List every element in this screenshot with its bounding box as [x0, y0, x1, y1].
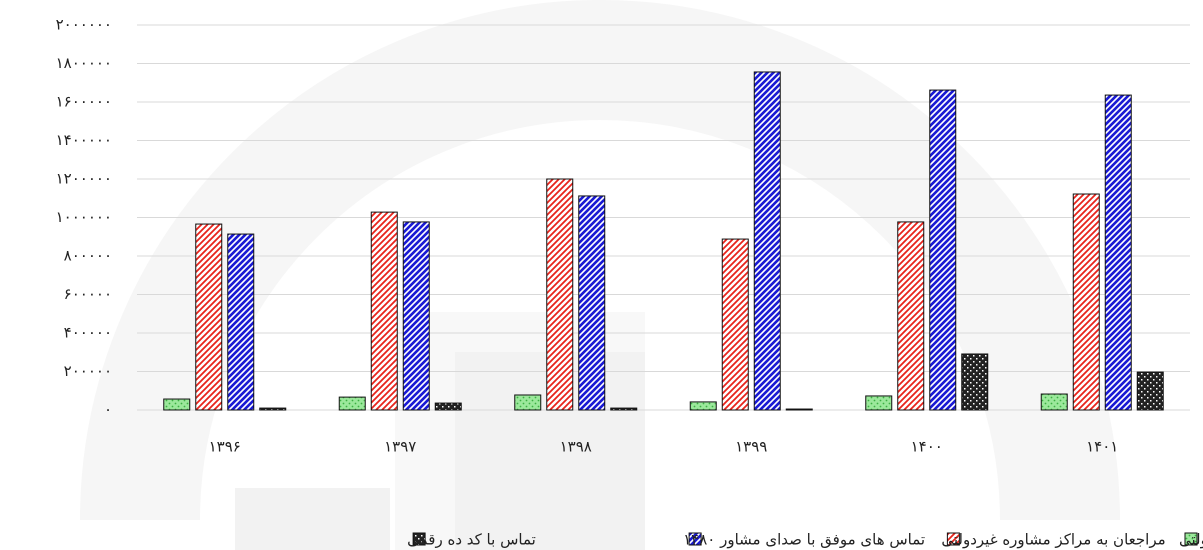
y-tick-label: ۱۴۰۰۰۰۰: [56, 131, 112, 149]
bar: [785, 408, 813, 411]
legend-label: مراجعان به مراکز مشاوره غیردولتی: [941, 531, 1165, 549]
bar: [1136, 371, 1164, 411]
y-tick-label: ۲۰۰۰۰۰۰: [56, 16, 112, 34]
legend-label: تماس های موفق با صدای مشاور ۱۴۸۰: [683, 531, 925, 549]
x-tick-label: ۱۳۹۸: [560, 438, 592, 456]
x-tick-label: ۱۴۰۰: [911, 438, 943, 456]
x-tick-label: ۱۳۹۷: [384, 438, 416, 456]
bar: [721, 238, 749, 411]
bar: [753, 71, 781, 411]
bar: [546, 178, 574, 411]
bar: [402, 221, 430, 411]
y-tick-label: ۱۸۰۰۰۰۰: [56, 54, 112, 72]
bar: [897, 221, 925, 411]
y-tick-label: ۲۰۰۰۰۰: [64, 362, 112, 380]
bar: [370, 211, 398, 411]
y-tick-label: ۱۶۰۰۰۰۰: [56, 93, 112, 111]
legend-swatch: [412, 532, 426, 546]
y-tick-label: ۴۰۰۰۰۰: [64, 324, 112, 342]
bar: [1040, 393, 1068, 411]
legend-swatch: [688, 532, 702, 546]
y-tick-label: ۱۰۰۰۰۰۰: [56, 208, 112, 226]
y-tick-label: ۶۰۰۰۰۰: [64, 285, 112, 303]
bar: [514, 394, 542, 411]
y-tick-label: ۸۰۰۰۰۰: [64, 247, 112, 265]
bar: [434, 402, 462, 411]
bar: [227, 233, 255, 411]
legend-swatch: [1184, 532, 1198, 546]
bar: [1072, 193, 1100, 411]
x-tick-label: ۱۴۰۱: [1086, 438, 1118, 456]
bar: [578, 195, 606, 411]
bar: [929, 89, 957, 411]
bar: [961, 353, 989, 411]
bar: [338, 396, 366, 411]
y-tick-label: ۱۲۰۰۰۰۰: [56, 170, 112, 188]
y-tick-label: ۰: [104, 401, 112, 419]
bar: [195, 223, 223, 411]
bar: [163, 398, 191, 411]
legend-label: مراجعان به مراکز مشاوره دولتی: [1179, 531, 1203, 549]
bar: [259, 407, 287, 411]
bar: [1104, 94, 1132, 411]
legend-label: تماس با کد ده رقمی: [407, 531, 536, 549]
bar: [865, 395, 893, 411]
x-tick-label: ۱۳۹۶: [209, 438, 241, 456]
bar: [689, 401, 717, 411]
x-tick-label: ۱۳۹۹: [735, 438, 767, 456]
legend-swatch: [946, 532, 960, 546]
bar: [610, 407, 638, 411]
